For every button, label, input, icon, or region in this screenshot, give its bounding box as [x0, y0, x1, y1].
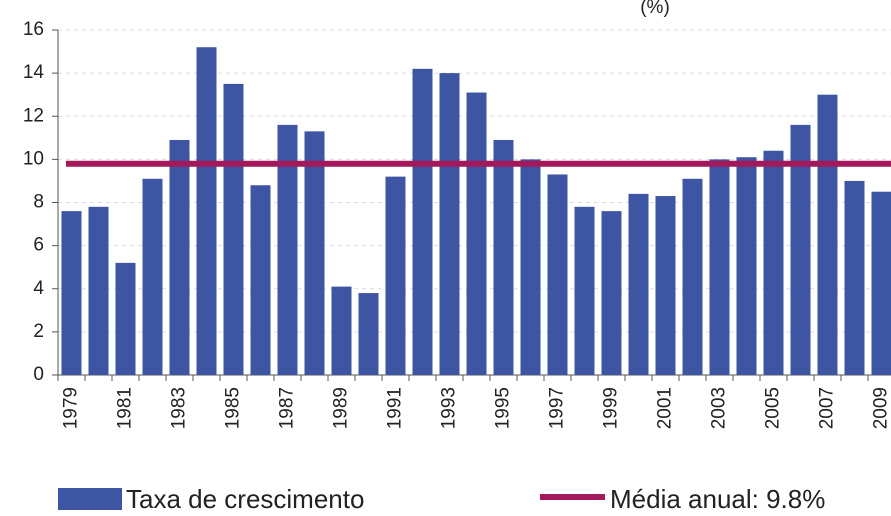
x-tick-label: 2003	[709, 387, 730, 429]
bar	[439, 73, 460, 375]
bar	[88, 206, 109, 375]
bar	[223, 83, 244, 375]
y-tick-label: 6	[33, 235, 44, 256]
x-tick-label: 1985	[223, 387, 244, 429]
bar	[331, 286, 352, 375]
x-tick-label: 1987	[277, 387, 298, 429]
bar	[682, 178, 703, 375]
bar	[358, 293, 379, 375]
bar	[61, 211, 82, 375]
x-tick-label: 1983	[169, 387, 190, 429]
bar	[547, 174, 568, 375]
bar	[655, 196, 676, 375]
y-tick-label: 16	[23, 19, 44, 40]
x-tick-label: 1999	[601, 387, 622, 429]
bar	[196, 47, 217, 375]
bar	[817, 94, 838, 375]
bar	[736, 157, 757, 375]
y-tick-label: 4	[33, 278, 44, 299]
x-tick-label: 1997	[547, 387, 568, 429]
y-tick-label: 10	[23, 148, 44, 169]
x-tick-label: 1989	[331, 387, 352, 429]
bar	[304, 131, 325, 375]
y-tick-label: 2	[33, 321, 44, 342]
x-tick-label: 1993	[439, 387, 460, 429]
y-tick-label: 0	[33, 364, 44, 385]
x-tick-label: 1981	[115, 387, 136, 429]
bar	[709, 159, 730, 375]
bar	[115, 262, 136, 375]
x-tick-label: 1979	[61, 387, 82, 429]
x-tick-label: 2007	[817, 387, 838, 429]
x-tick-label: 2005	[763, 387, 784, 429]
x-tick-label: 1995	[493, 387, 514, 429]
x-tick-label: 2009	[871, 387, 891, 429]
bar	[574, 206, 595, 375]
x-tick-label: 1991	[385, 387, 406, 429]
bar	[466, 92, 487, 375]
bar	[763, 150, 784, 375]
bar	[142, 178, 163, 375]
bar	[790, 124, 811, 375]
x-tick-label: 2001	[655, 387, 676, 429]
bar	[385, 176, 406, 375]
y-tick-label: 14	[23, 62, 45, 83]
unit-label: (%)	[640, 0, 670, 18]
bar	[871, 191, 891, 375]
legend-label: Média anual: 9.8%	[610, 484, 825, 514]
legend-label: Taxa de crescimento	[126, 484, 364, 514]
bar	[628, 193, 649, 375]
bar	[601, 211, 622, 375]
bar	[169, 139, 190, 375]
legend-swatch	[58, 488, 122, 510]
y-tick-label: 12	[23, 105, 44, 126]
y-tick-label: 8	[33, 192, 44, 213]
bar	[844, 180, 865, 375]
bar	[250, 185, 271, 375]
bar	[520, 159, 541, 375]
bar	[412, 68, 433, 375]
bar	[277, 124, 298, 375]
bar	[493, 139, 514, 375]
